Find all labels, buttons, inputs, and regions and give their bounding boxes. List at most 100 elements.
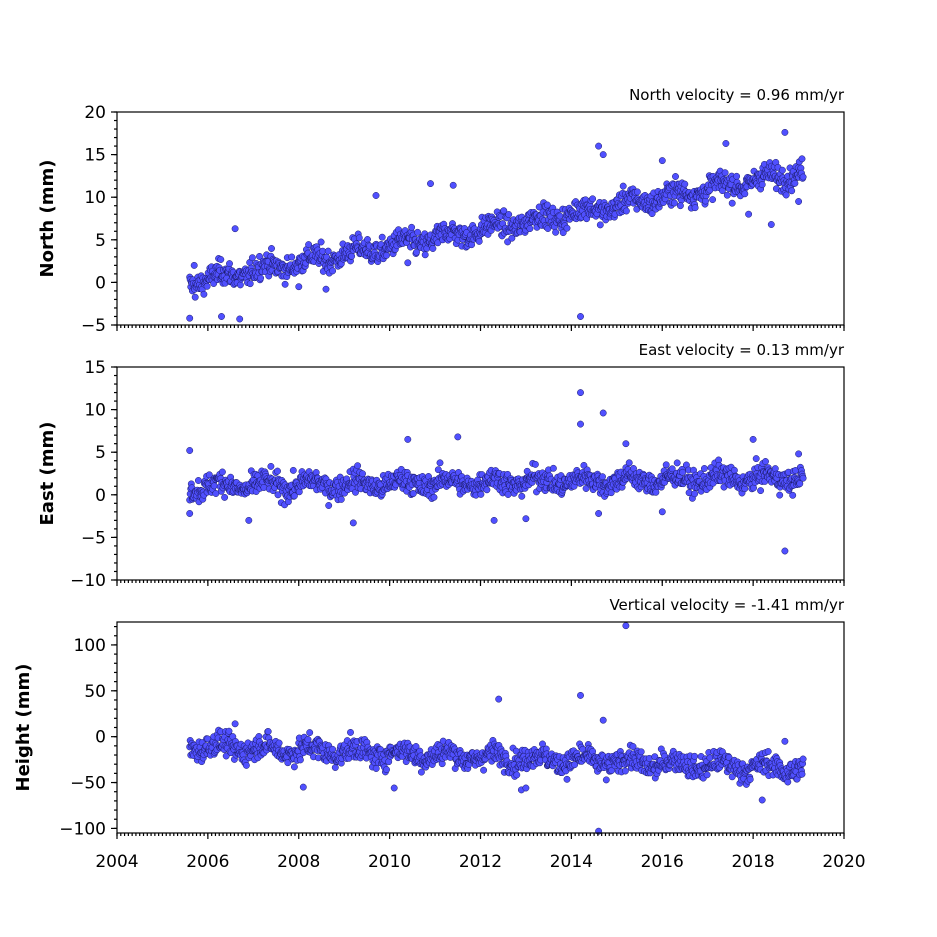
y-tick-label: 15 — [84, 146, 106, 166]
outlier-point — [749, 435, 757, 443]
y-tick-label: 5 — [95, 231, 106, 251]
data-point — [764, 748, 772, 755]
y-axis-label: Height (mm) — [13, 664, 34, 792]
data-point — [413, 248, 420, 256]
data-point — [500, 207, 508, 215]
outlier-point — [218, 313, 225, 320]
outlier-point — [299, 783, 307, 791]
outlier-point — [676, 202, 684, 210]
data-point — [782, 191, 790, 199]
data-point — [559, 229, 567, 237]
y-tick-label: 10 — [84, 401, 106, 421]
data-point — [799, 173, 807, 181]
data-point — [430, 493, 438, 501]
y-tick-label: −5 — [81, 528, 106, 548]
data-point — [758, 181, 766, 189]
data-point — [242, 761, 250, 769]
outlier-point — [404, 259, 412, 267]
data-point — [256, 252, 263, 260]
data-point — [556, 212, 564, 220]
subplot-title: East velocity = 0.13 mm/yr — [639, 341, 845, 359]
outlier-point — [349, 519, 357, 527]
outlier-point — [577, 420, 584, 428]
outlier-point — [595, 510, 603, 517]
data-point — [799, 474, 807, 482]
data-point — [652, 488, 660, 496]
data-point — [543, 201, 551, 209]
x-tick-label: 2008 — [277, 852, 320, 872]
series-cloud — [186, 726, 807, 788]
outlier-point — [767, 221, 775, 228]
data-point — [429, 245, 437, 252]
data-point — [799, 755, 807, 763]
data-point — [477, 490, 485, 498]
outlier-point — [295, 283, 303, 291]
data-point — [483, 486, 491, 494]
y-tick-label: 20 — [84, 103, 106, 123]
data-point — [733, 172, 741, 180]
data-point — [347, 728, 354, 736]
data-point — [721, 169, 729, 177]
data-point — [563, 775, 571, 783]
subplot-title: North velocity = 0.96 mm/yr — [629, 86, 845, 104]
subplot-2: −10 −5 0 5 10 15 East velocity = 0.13 mm/yr Eas… — [37, 341, 845, 591]
data-point — [191, 293, 199, 301]
data-point — [789, 491, 797, 499]
data-point — [289, 466, 297, 474]
outlier-point — [190, 261, 198, 269]
data-point — [552, 228, 560, 236]
data-point — [203, 282, 211, 290]
outlier-point — [658, 157, 666, 165]
x-tick-label: 2020 — [822, 852, 865, 872]
outlier-point — [186, 510, 194, 517]
x-tick-label: 2004 — [95, 852, 138, 872]
axes-frame — [116, 621, 845, 834]
data-point — [274, 467, 281, 475]
data-point — [513, 771, 521, 779]
data-point — [723, 191, 731, 199]
data-point — [480, 766, 488, 774]
data-point — [194, 477, 202, 484]
outlier-point — [658, 508, 666, 516]
outlier-point — [758, 796, 766, 804]
outlier-point — [622, 622, 630, 630]
outlier-point — [599, 151, 607, 159]
data-point — [267, 462, 275, 470]
data-point — [531, 460, 539, 468]
outlier-point — [490, 516, 498, 524]
data-point — [378, 233, 386, 241]
data-point — [679, 468, 687, 476]
data-point — [619, 182, 627, 190]
outlier-point — [186, 447, 194, 454]
data-point — [637, 748, 645, 756]
subplot-title: Vertical velocity = -1.41 mm/yr — [609, 596, 844, 614]
data-point — [526, 225, 534, 233]
y-tick-label: −10 — [70, 571, 106, 591]
x-tick-label: 2016 — [641, 852, 684, 872]
y-tick-label: −50 — [70, 774, 106, 794]
data-point — [383, 766, 390, 774]
data-point — [264, 728, 272, 735]
data-point — [757, 487, 765, 495]
x-tick-label: 2006 — [186, 852, 229, 872]
outlier-point — [186, 314, 194, 322]
data-point — [248, 254, 256, 262]
y-tick-label: −5 — [81, 316, 106, 336]
y-tick-label: 50 — [84, 682, 106, 702]
data-point — [200, 290, 208, 298]
data-point — [324, 247, 332, 255]
y-tick-label: 15 — [84, 358, 106, 378]
data-point — [475, 237, 483, 245]
data-point — [383, 251, 390, 259]
y-tick-label: 0 — [95, 273, 106, 293]
data-point — [549, 464, 557, 472]
data-point — [246, 280, 254, 288]
outlier-point — [781, 547, 789, 555]
data-point — [218, 468, 226, 476]
outlier-point — [495, 695, 503, 703]
y-tick-label: −100 — [59, 819, 106, 839]
y-tick-label: 0 — [95, 486, 106, 506]
data-point — [337, 495, 345, 503]
outlier-point — [427, 180, 434, 188]
outlier-point — [599, 409, 607, 417]
